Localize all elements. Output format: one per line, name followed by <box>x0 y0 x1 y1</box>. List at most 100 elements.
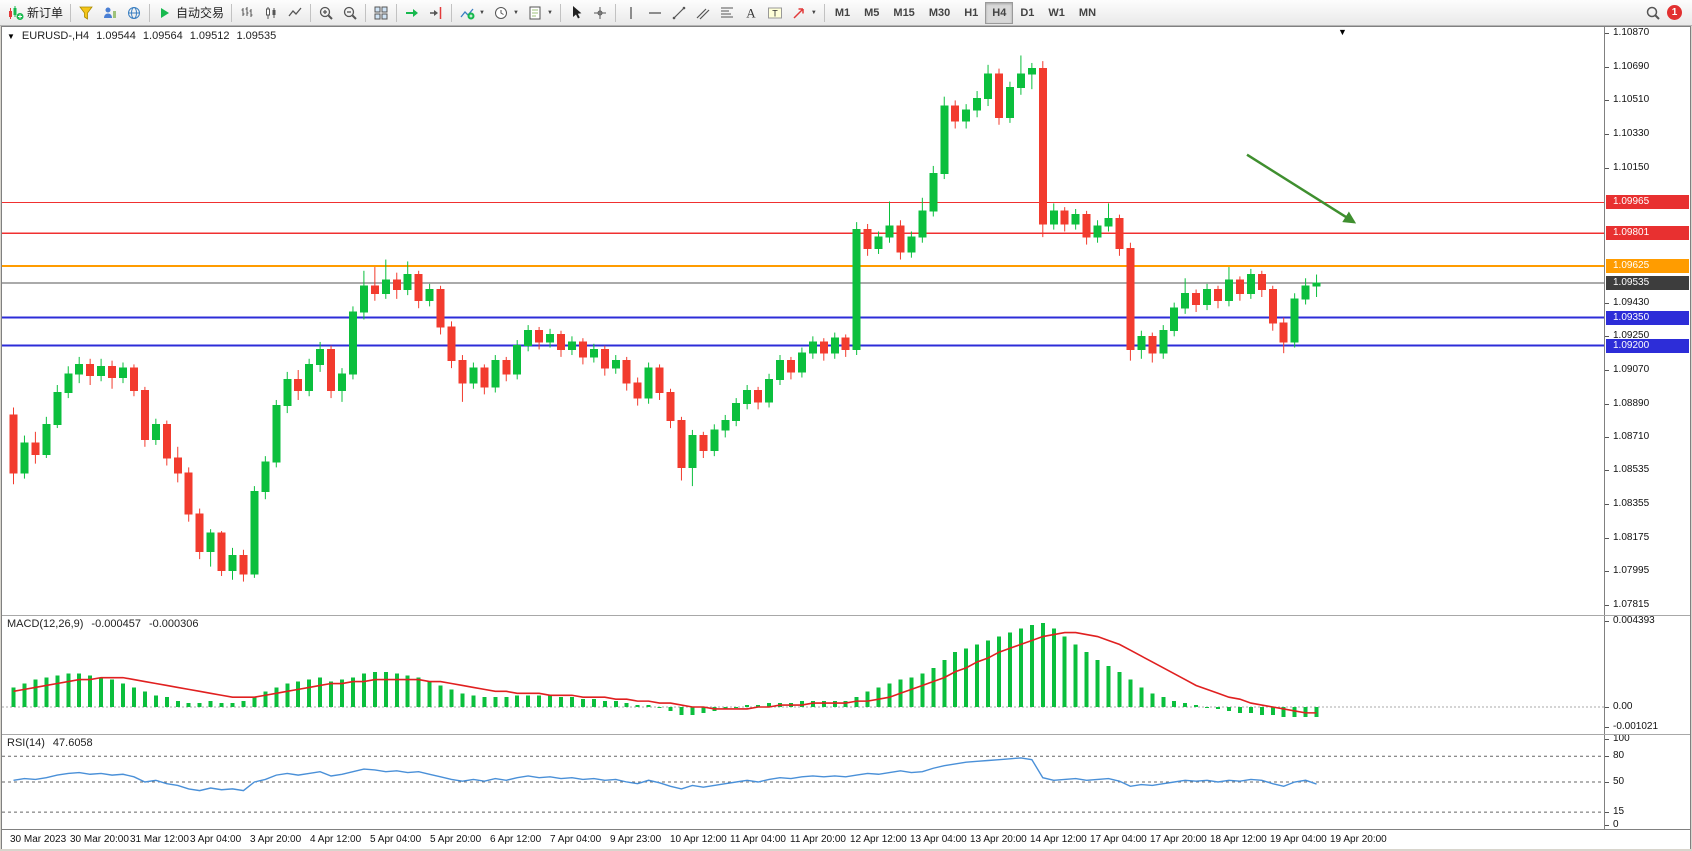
price-tick-label: 1.09070 <box>1613 364 1650 376</box>
tile-windows-button[interactable] <box>369 2 393 24</box>
text-button[interactable]: A <box>739 2 763 24</box>
vertical-line-button[interactable] <box>619 2 643 24</box>
chart-shift-marker[interactable]: ▼ <box>1338 27 1347 37</box>
zoom-out-button[interactable] <box>338 2 362 24</box>
time-axis-label: 30 Mar 20:00 <box>70 834 129 845</box>
tick-mark <box>1605 812 1609 814</box>
trendline-button[interactable] <box>667 2 691 24</box>
indicators-button[interactable]: ▼ <box>455 2 489 24</box>
toolbar-separator <box>396 3 398 22</box>
tick-mark <box>1605 621 1609 622</box>
fibonacci-button[interactable] <box>715 2 739 24</box>
resistance-price-label-1: 1.09965 <box>1606 195 1689 210</box>
tick-mark <box>1605 707 1609 708</box>
price-tick-label: 1.10870 <box>1613 27 1650 38</box>
toolbar-separator <box>231 3 233 22</box>
tf-w1-label: W1 <box>1048 6 1065 19</box>
trend-arrow-annotation[interactable] <box>1246 153 1357 224</box>
vertical-line-icon <box>623 5 639 21</box>
tf-h4-button[interactable]: H4 <box>985 1 1014 24</box>
zoom-in-icon <box>318 5 334 21</box>
chart-line-button[interactable] <box>283 2 307 24</box>
tf-m5-label: M5 <box>864 6 880 19</box>
tf-h1-button[interactable]: H1 <box>957 2 985 24</box>
tf-d1-button[interactable]: D1 <box>1013 2 1041 24</box>
time-axis-label: 6 Apr 12:00 <box>490 834 542 845</box>
macd-chart[interactable] <box>2 616 1606 734</box>
price-tick-label: 1.10690 <box>1613 60 1650 72</box>
tick-mark <box>1605 470 1609 472</box>
time-axis[interactable]: 30 Mar 2023 30 Mar 20:00 31 Mar 12:00 3 Apr… <box>2 829 1690 849</box>
time-axis-label: 12 Apr 12:00 <box>850 834 907 845</box>
auto-scroll-button[interactable] <box>400 2 424 24</box>
time-axis-label: 4 Apr 12:00 <box>310 834 362 845</box>
tf-m5-button[interactable]: M5 <box>857 2 886 24</box>
mql5-community-button[interactable] <box>122 2 146 24</box>
price-axis[interactable]: 1.10870 1.10690 1.10510 1.10330 1.10150 1.094… <box>1604 27 1690 615</box>
rsi-chart[interactable] <box>2 735 1606 829</box>
new-order-icon <box>8 5 24 21</box>
tick-mark <box>1605 739 1609 740</box>
auto-trading-button[interactable]: 自动交易 <box>153 2 228 24</box>
new-order-button[interactable]: 新订单 <box>4 2 67 24</box>
tf-m1-label: M1 <box>834 6 851 19</box>
channel-button[interactable] <box>691 2 715 24</box>
tick-mark <box>1605 33 1609 34</box>
toolbar-separator <box>70 3 72 22</box>
time-axis-label: 13 Apr 20:00 <box>970 834 1027 845</box>
time-axis-label: 31 Mar 12:00 <box>130 834 189 845</box>
macd-panel: 0.004393 0.00 -0.001021 MACD(12,26,9) -0.0… <box>2 615 1690 734</box>
metaeditor-button[interactable] <box>74 2 98 24</box>
arrows-button[interactable]: ▼ <box>787 2 821 24</box>
tf-m30-button[interactable]: M30 <box>922 2 957 24</box>
horizontal-line-icon <box>647 5 663 21</box>
tf-m15-button[interactable]: M15 <box>886 2 921 24</box>
crosshair-button[interactable] <box>588 2 612 24</box>
rsi-tick-label: 0 <box>1613 819 1619 829</box>
horizontal-line-button[interactable] <box>643 2 667 24</box>
auto-trading-label: 自动交易 <box>176 6 225 20</box>
clock-icon <box>493 5 509 21</box>
templates-button[interactable]: ▼ <box>523 2 557 24</box>
toolbar-separator <box>451 3 453 22</box>
rsi-tick-label: 100 <box>1613 735 1630 744</box>
text-label-button[interactable]: T <box>763 2 787 24</box>
zoom-in-button[interactable] <box>314 2 338 24</box>
periods-button[interactable]: ▼ <box>489 2 523 24</box>
chart-shift-icon <box>428 5 444 21</box>
time-axis-label: 3 Apr 04:00 <box>190 834 242 845</box>
tf-mn-button[interactable]: MN <box>1072 2 1103 24</box>
price-tick-label: 1.07815 <box>1613 599 1650 610</box>
rsi-value: 47.6058 <box>52 737 93 749</box>
tf-m30-label: M30 <box>928 6 951 19</box>
price-tick-label: 1.07995 <box>1613 565 1650 577</box>
chart-candles-button[interactable] <box>259 2 283 24</box>
cursor-button[interactable] <box>564 2 588 24</box>
toolbar-separator <box>823 3 825 22</box>
tf-m1-button[interactable]: M1 <box>828 2 857 24</box>
time-axis-label: 17 Apr 20:00 <box>1150 834 1207 845</box>
play-icon <box>157 5 173 21</box>
macd-axis[interactable]: 0.004393 0.00 -0.001021 <box>1604 616 1690 734</box>
price-tick-label: 1.08175 <box>1613 531 1650 543</box>
rsi-panel: 100 80 50 15 0 RSI(14) 47.6058 <box>2 734 1690 829</box>
new-order-label: 新订单 <box>27 6 64 20</box>
search-button[interactable] <box>1641 2 1665 24</box>
support-price-label-1: 1.09350 <box>1606 310 1689 325</box>
toolbar: 新订单 自动交易 ▼ ▼ ▼ A T ▼ M1 M5 M15 M30 H1 H4 D1 W1 MN 1 <box>0 0 1692 26</box>
rsi-tick-label: 15 <box>1613 806 1625 818</box>
macd-tick-label: 0.00 <box>1613 701 1633 712</box>
svg-text:A: A <box>746 5 756 20</box>
chart-dropdown-icon[interactable]: ▼ <box>7 31 15 41</box>
price-tick-label: 1.08355 <box>1613 497 1650 509</box>
rsi-axis[interactable]: 100 80 50 15 0 <box>1604 735 1690 829</box>
market-watch-button[interactable] <box>98 2 122 24</box>
tf-w1-button[interactable]: W1 <box>1041 2 1072 24</box>
tick-mark <box>1605 66 1609 68</box>
chart-bars-button[interactable] <box>235 2 259 24</box>
fibonacci-icon <box>719 5 735 21</box>
macd-signal-line <box>13 631 1317 714</box>
price-chart[interactable] <box>2 27 1606 615</box>
chart-shift-button[interactable] <box>424 2 448 24</box>
notification-badge[interactable]: 1 <box>1667 5 1682 20</box>
